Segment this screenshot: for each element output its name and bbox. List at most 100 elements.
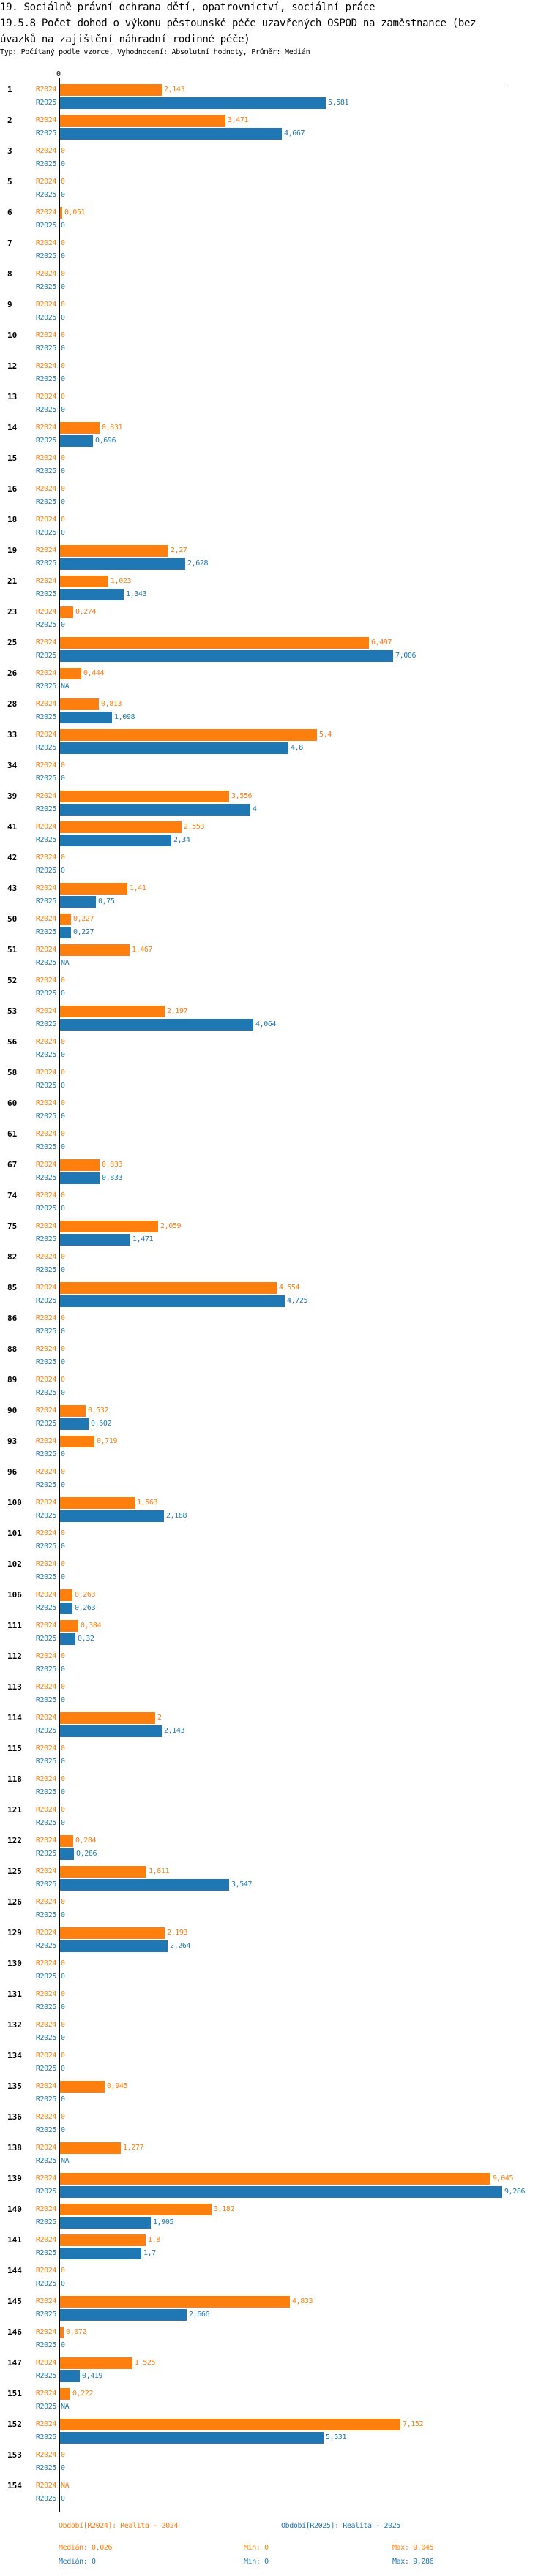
series-label: R2025 bbox=[35, 1450, 57, 1458]
series-label: R2024 bbox=[35, 1437, 57, 1445]
bar-r2024 bbox=[60, 1282, 277, 1294]
bar-r2024 bbox=[60, 545, 168, 557]
group-label: 132 bbox=[7, 2020, 22, 2030]
series-label: R2024 bbox=[35, 86, 57, 94]
series-label: R2024 bbox=[35, 1775, 57, 1783]
series-label: R2025 bbox=[35, 1696, 57, 1704]
series-label: R2025 bbox=[35, 1481, 57, 1489]
series-label: R2025 bbox=[35, 1665, 57, 1673]
value-label: 0 bbox=[61, 222, 65, 230]
bar-r2025 bbox=[60, 2370, 80, 2382]
group-label: 5 bbox=[7, 177, 12, 187]
series-label: R2025 bbox=[35, 1573, 57, 1581]
value-label: 0 bbox=[61, 1788, 65, 1796]
group-label: 126 bbox=[7, 1897, 22, 1907]
series-label: R2024 bbox=[35, 976, 57, 984]
value-label: 0 bbox=[61, 2464, 65, 2472]
series-label: R2024 bbox=[35, 915, 57, 923]
legend-r2024: Období[R2024]: Realita - 2024 bbox=[59, 2522, 178, 2530]
bar-r2024 bbox=[60, 576, 108, 587]
x-tick-label: 0 bbox=[56, 70, 61, 78]
value-label: 1,563 bbox=[137, 1499, 158, 1507]
value-label: 2,553 bbox=[184, 823, 205, 831]
group-label: 147 bbox=[7, 2358, 22, 2368]
stat-min-r2025: Min: 0 bbox=[244, 2558, 269, 2566]
series-label: R2024 bbox=[35, 2482, 57, 2490]
group-label: 96 bbox=[7, 1467, 18, 1477]
series-label: R2025 bbox=[35, 2065, 57, 2073]
group-label: 130 bbox=[7, 1959, 22, 1968]
value-label: 0 bbox=[61, 1652, 65, 1660]
value-label: 2,143 bbox=[164, 86, 185, 94]
group-label: 151 bbox=[7, 2389, 22, 2398]
value-label: 1,7 bbox=[143, 2249, 156, 2257]
series-label: R2024 bbox=[35, 669, 57, 677]
group-label: 25 bbox=[7, 638, 18, 647]
group-label: 135 bbox=[7, 2082, 22, 2091]
value-label: 1,525 bbox=[135, 2359, 156, 2367]
value-label: 0,227 bbox=[73, 928, 94, 936]
series-label: R2025 bbox=[35, 375, 57, 383]
series-label: R2024 bbox=[35, 1130, 57, 1138]
value-label: 0,263 bbox=[75, 1604, 96, 1612]
value-label: 0,419 bbox=[82, 2372, 103, 2380]
series-label: R2024 bbox=[35, 2174, 57, 2183]
series-label: R2025 bbox=[35, 2464, 57, 2472]
series-label: R2025 bbox=[35, 867, 57, 875]
bar-r2024 bbox=[60, 2296, 290, 2308]
value-label: 0,072 bbox=[66, 2328, 87, 2336]
bar-r2024 bbox=[60, 2357, 132, 2369]
value-label: 0 bbox=[61, 1683, 65, 1691]
series-label: R2025 bbox=[35, 1420, 57, 1428]
value-label: 4,554 bbox=[279, 1284, 300, 1292]
bar-r2025 bbox=[60, 1295, 285, 1307]
series-label: R2024 bbox=[35, 301, 57, 309]
stat-max-r2025: Max: 9,286 bbox=[392, 2558, 434, 2566]
value-label: 0 bbox=[61, 1345, 65, 1353]
series-label: R2025 bbox=[35, 344, 57, 353]
value-label: 0 bbox=[61, 2095, 65, 2104]
bar-r2025 bbox=[60, 927, 71, 938]
series-label: R2025 bbox=[35, 252, 57, 260]
bar-r2025 bbox=[60, 97, 326, 109]
series-label: R2024 bbox=[35, 2389, 57, 2398]
series-label: R2024 bbox=[35, 1069, 57, 1077]
series-label: R2025 bbox=[35, 1911, 57, 1919]
series-label: R2024 bbox=[35, 854, 57, 862]
series-label: R2024 bbox=[35, 1468, 57, 1476]
bar-r2024 bbox=[60, 1006, 165, 1017]
series-label: R2025 bbox=[35, 2403, 57, 2411]
series-label: R2025 bbox=[35, 2341, 57, 2349]
value-label: 0 bbox=[61, 1560, 65, 1568]
value-label: 0 bbox=[61, 252, 65, 260]
series-label: R2024 bbox=[35, 1499, 57, 1507]
value-label: 0 bbox=[61, 1744, 65, 1752]
group-label: 53 bbox=[7, 1006, 18, 1016]
chart-title-cont: úvazků na zajištění náhradní rodinné péč… bbox=[0, 34, 250, 45]
value-label: 0 bbox=[61, 1069, 65, 1077]
series-label: R2024 bbox=[35, 1191, 57, 1200]
value-label: 7,152 bbox=[403, 2420, 424, 2428]
section-title: 19. Sociálně právní ochrana dětí, opatro… bbox=[0, 1, 376, 13]
bar-r2024 bbox=[60, 1866, 146, 1878]
group-label: 115 bbox=[7, 1744, 22, 1753]
series-label: R2025 bbox=[35, 1235, 57, 1243]
value-label: 0,051 bbox=[64, 208, 86, 216]
value-label: 0 bbox=[61, 1468, 65, 1476]
series-label: R2025 bbox=[35, 1143, 57, 1151]
bar-r2024 bbox=[60, 821, 182, 833]
value-label: NA bbox=[61, 682, 70, 690]
group-label: 61 bbox=[7, 1129, 18, 1139]
bar-r2025 bbox=[60, 1633, 75, 1645]
series-label: R2025 bbox=[35, 1758, 57, 1766]
value-label: 0 bbox=[61, 1389, 65, 1397]
value-label: 4,8 bbox=[291, 744, 303, 752]
series-label: R2024 bbox=[35, 731, 57, 739]
series-label: R2025 bbox=[35, 1788, 57, 1796]
value-label: NA bbox=[61, 2403, 70, 2411]
group-label: 138 bbox=[7, 2143, 22, 2153]
series-label: R2025 bbox=[35, 2280, 57, 2288]
value-label: 0 bbox=[61, 1529, 65, 1537]
group-label: 131 bbox=[7, 1989, 22, 1999]
